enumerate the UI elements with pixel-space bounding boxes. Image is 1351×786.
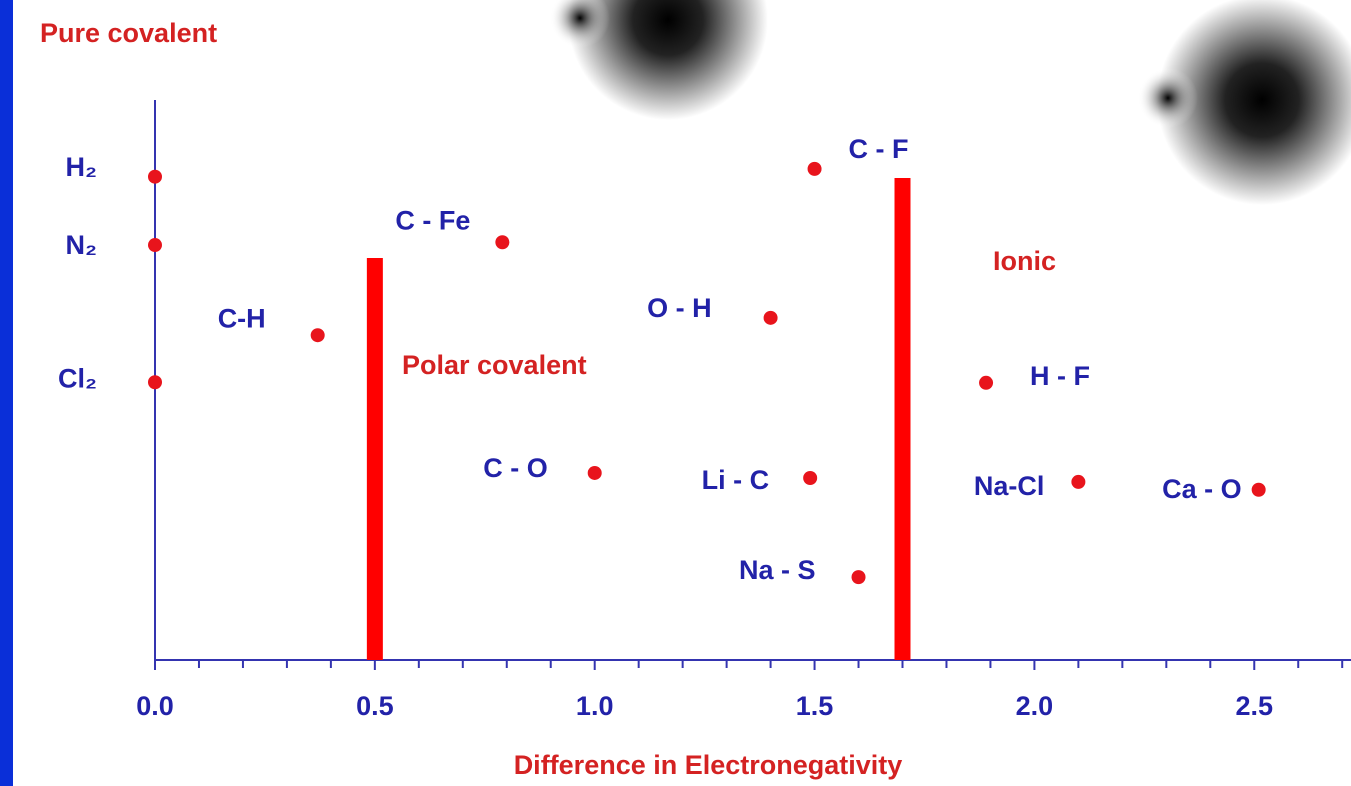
x-tick-label: 1.5 xyxy=(796,691,834,721)
x-tick-label: 2.0 xyxy=(1016,691,1054,721)
point-label: C - O xyxy=(483,453,548,483)
point-label: C - Fe xyxy=(395,205,470,235)
page: Pure covalent Polar covalent Ionic Diffe… xyxy=(0,0,1351,786)
boundary-bar xyxy=(367,258,383,660)
data-point xyxy=(979,376,993,390)
point-label: Ca - O xyxy=(1162,474,1242,504)
data-point xyxy=(803,471,817,485)
data-point xyxy=(495,235,509,249)
data-point xyxy=(1252,483,1266,497)
point-label: H - F xyxy=(1030,361,1090,391)
x-tick-label: 0.5 xyxy=(356,691,394,721)
point-label: Na-Cl xyxy=(974,471,1045,501)
data-point xyxy=(311,328,325,342)
point-label: O - H xyxy=(647,293,712,323)
point-label: Cl₂ xyxy=(58,363,97,393)
x-axis-label: Difference in Electronegativity xyxy=(514,750,903,780)
annotation: Polar covalent xyxy=(402,350,587,380)
data-point xyxy=(764,311,778,325)
annotation: Pure covalent xyxy=(40,18,217,48)
point-label: N₂ xyxy=(66,230,98,260)
data-point xyxy=(148,375,162,389)
point-label: Li - C xyxy=(702,465,770,495)
electron-cloud xyxy=(1138,68,1198,128)
data-point xyxy=(852,570,866,584)
point-label: H₂ xyxy=(66,152,98,182)
data-point xyxy=(588,466,602,480)
x-tick-label: 2.5 xyxy=(1235,691,1273,721)
point-label: C - F xyxy=(849,134,909,164)
x-tick-label: 0.0 xyxy=(136,691,174,721)
data-point xyxy=(1071,475,1085,489)
chart: Pure covalent Polar covalent Ionic Diffe… xyxy=(0,0,1351,786)
annotation: Ionic xyxy=(993,246,1056,276)
data-point xyxy=(148,170,162,184)
x-tick-label: 1.0 xyxy=(576,691,614,721)
point-label: Na - S xyxy=(739,555,816,585)
point-label: C-H xyxy=(218,303,266,333)
data-point xyxy=(808,162,822,176)
left-strip xyxy=(0,0,13,786)
data-point xyxy=(148,238,162,252)
boundary-bar xyxy=(895,178,911,660)
